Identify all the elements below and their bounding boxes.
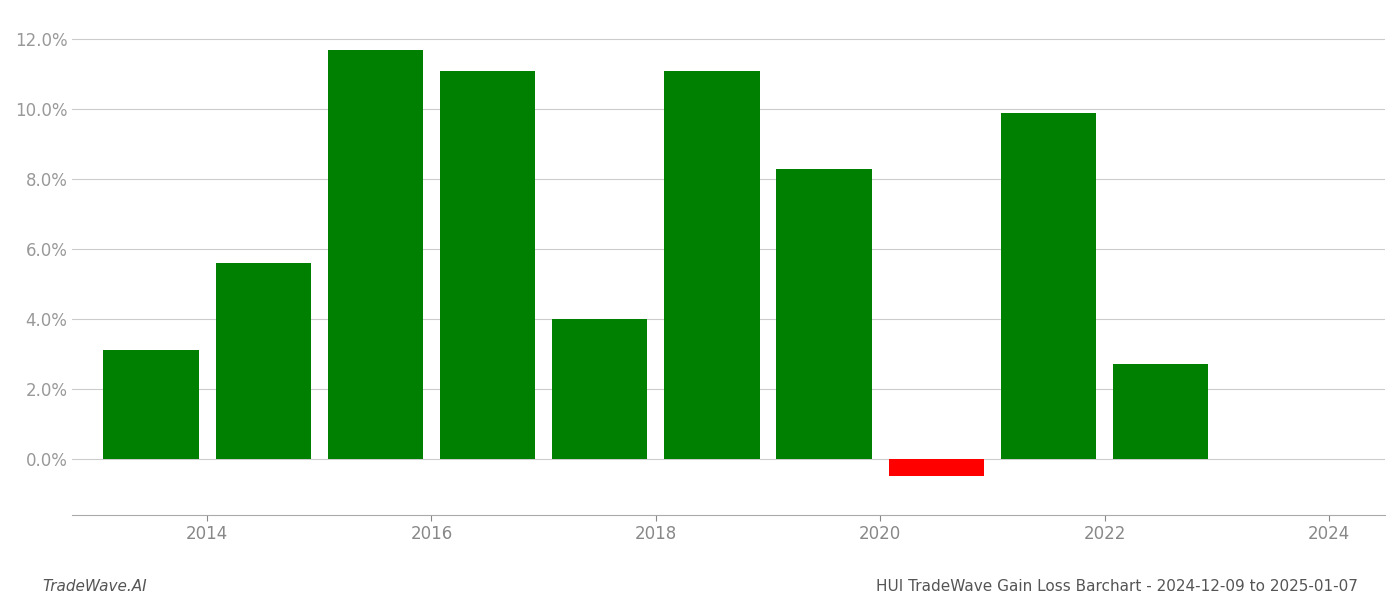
Bar xyxy=(664,71,760,458)
Bar xyxy=(104,350,199,458)
Bar xyxy=(1113,364,1208,458)
Bar xyxy=(552,319,647,458)
Bar xyxy=(889,458,984,476)
Text: HUI TradeWave Gain Loss Barchart - 2024-12-09 to 2025-01-07: HUI TradeWave Gain Loss Barchart - 2024-… xyxy=(876,579,1358,594)
Bar xyxy=(777,169,872,458)
Bar xyxy=(328,50,423,458)
Bar xyxy=(440,71,535,458)
Bar xyxy=(216,263,311,458)
Text: TradeWave.AI: TradeWave.AI xyxy=(42,579,147,594)
Bar xyxy=(1001,113,1096,458)
